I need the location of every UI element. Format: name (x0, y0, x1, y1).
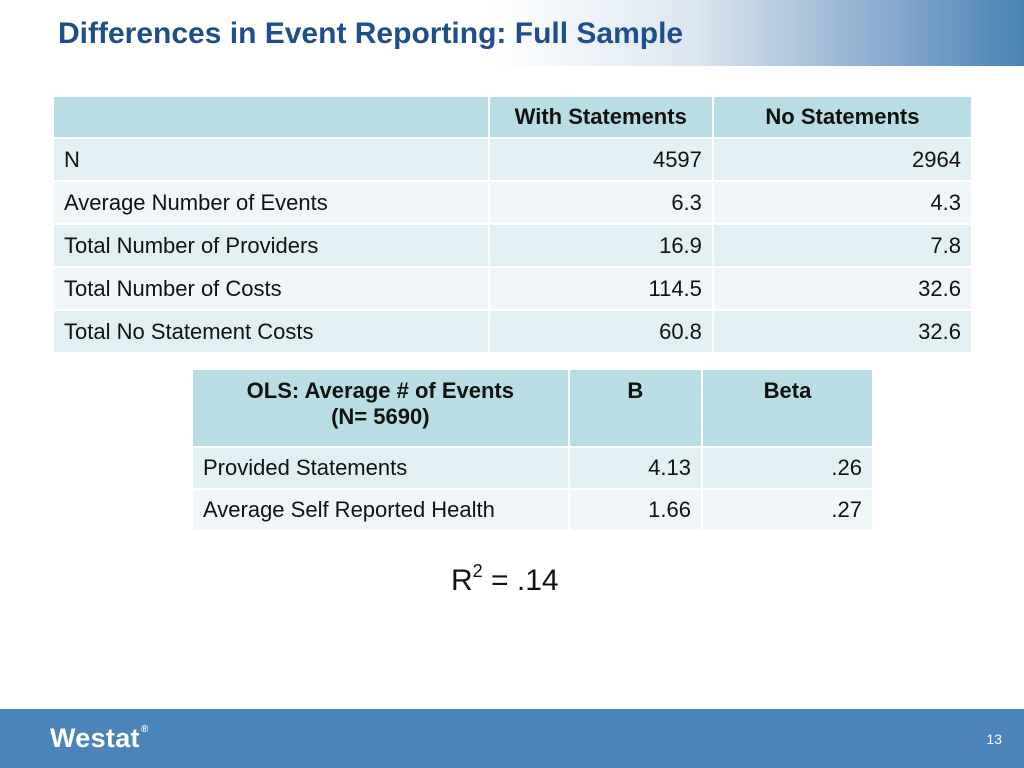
event-reporting-table: With Statements No Statements N 4597 296… (52, 95, 974, 354)
b-value: 4.13 (567, 446, 703, 490)
page-number: 13 (986, 731, 1002, 747)
no-statements-value: 7.8 (711, 223, 974, 268)
table-header-row: OLS: Average # of Events (N= 5690) B Bet… (191, 368, 875, 448)
with-statements-value: 114.5 (487, 266, 714, 311)
row-label: Total No Statement Costs (52, 309, 490, 354)
registered-mark: ® (140, 724, 149, 735)
r-squared-value: = .14 (482, 564, 559, 597)
ols-regression-table: OLS: Average # of Events (N= 5690) B Bet… (191, 368, 875, 532)
table-row: Average Self Reported Health 1.66 .27 (191, 488, 875, 532)
header-beta: Beta (700, 368, 875, 448)
table-row: Total Number of Providers 16.9 7.8 (52, 223, 974, 268)
footer-bar: Westat® 13 (0, 709, 1024, 768)
beta-value: .27 (700, 488, 875, 532)
row-label: Total Number of Costs (52, 266, 490, 311)
header-ols-n: (N= 5690) (331, 404, 430, 429)
with-statements-value: 6.3 (487, 180, 714, 225)
row-label: N (52, 137, 490, 182)
table-row: Average Number of Events 6.3 4.3 (52, 180, 974, 225)
r-squared-text: R2 = .14 (451, 561, 559, 598)
table-row: Provided Statements 4.13 .26 (191, 446, 875, 490)
header-b: B (567, 368, 703, 448)
row-label: Average Self Reported Health (191, 488, 570, 532)
beta-value: .26 (700, 446, 875, 490)
logo-text: Westat (50, 723, 140, 753)
with-statements-value: 16.9 (487, 223, 714, 268)
westat-logo: Westat® (50, 723, 149, 754)
header-with-statements: With Statements (487, 95, 714, 139)
header-ols-title: OLS: Average # of Events (246, 378, 514, 403)
r-squared-exponent: 2 (472, 561, 483, 581)
table-header-row: With Statements No Statements (52, 95, 974, 139)
table-row: Total Number of Costs 114.5 32.6 (52, 266, 974, 311)
header-blank (52, 95, 490, 139)
b-value: 1.66 (567, 488, 703, 532)
with-statements-value: 4597 (487, 137, 714, 182)
header-no-statements: No Statements (711, 95, 974, 139)
r-squared-base: R (451, 564, 473, 597)
header-ols-model: OLS: Average # of Events (N= 5690) (191, 368, 570, 448)
table-row: N 4597 2964 (52, 137, 974, 182)
no-statements-value: 32.6 (711, 266, 974, 311)
row-label: Average Number of Events (52, 180, 490, 225)
with-statements-value: 60.8 (487, 309, 714, 354)
table-row: Total No Statement Costs 60.8 32.6 (52, 309, 974, 354)
row-label: Provided Statements (191, 446, 570, 490)
no-statements-value: 32.6 (711, 309, 974, 354)
slide-title: Differences in Event Reporting: Full Sam… (58, 17, 684, 50)
title-bar: Differences in Event Reporting: Full Sam… (0, 0, 1024, 66)
no-statements-value: 2964 (711, 137, 974, 182)
no-statements-value: 4.3 (711, 180, 974, 225)
row-label: Total Number of Providers (52, 223, 490, 268)
